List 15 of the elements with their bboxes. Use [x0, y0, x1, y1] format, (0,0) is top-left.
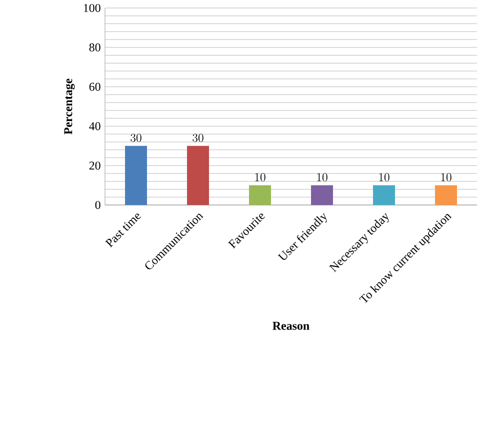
y-tick-label: 20 — [89, 162, 100, 170]
data-label: 10 — [255, 173, 266, 182]
y-tick-label: 100 — [84, 4, 100, 12]
x-axis-title: Reason — [272, 322, 310, 330]
data-label: 30 — [192, 134, 204, 142]
data-label: 10 — [379, 173, 390, 182]
y-tick-label: 80 — [89, 43, 100, 52]
data-label: 30 — [130, 134, 142, 142]
y-tick-label: 0 — [95, 200, 100, 210]
y-tick-label: 60 — [89, 82, 100, 91]
data-label: 10 — [441, 173, 452, 182]
data-label: 10 — [317, 173, 328, 182]
y-axis-title: Percentage — [64, 78, 75, 134]
x-tick-label: Past time — [105, 214, 141, 248]
y-tick-label: 40 — [89, 122, 100, 130]
